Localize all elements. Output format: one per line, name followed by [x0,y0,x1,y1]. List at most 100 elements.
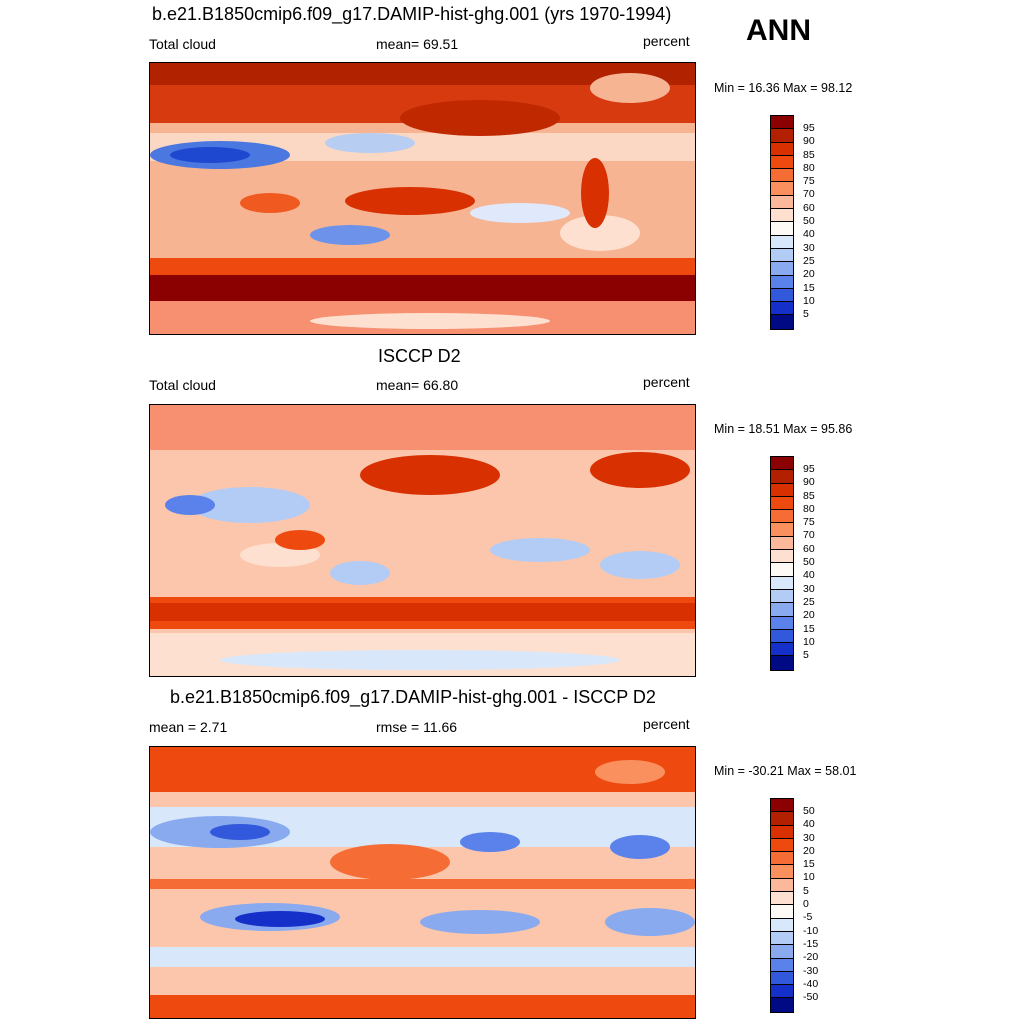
panel-3-colorbar [770,798,794,1013]
colorbar-swatch [771,510,793,524]
colorbar-tick-label: 90 [803,476,815,488]
colorbar-swatch [771,302,793,316]
colorbar-tick-label: -40 [803,978,819,990]
panel-2-title: ISCCP D2 [378,346,461,366]
panel-2-units-label: percent [643,374,690,390]
colorbar-tick-label: 15 [803,623,815,635]
colorbar-tick-label: 85 [803,490,815,502]
colorbar-swatch [771,523,793,537]
colorbar-tick-label: 90 [803,135,815,147]
colorbar-swatch [771,550,793,564]
colorbar-tick-label: 25 [803,255,815,267]
colorbar-swatch [771,248,793,263]
colorbar-swatch [771,958,793,972]
colorbar-tick-label: 5 [803,885,809,897]
colorbar-swatch [771,222,793,236]
colorbar-swatch [771,536,793,551]
panel-2-mean-label: mean= 66.80 [376,377,459,393]
colorbar-tick-label: 5 [803,308,809,320]
colorbar-tick-label: 30 [803,832,815,844]
colorbar-swatch [771,315,793,329]
colorbar-tick-label: 60 [803,202,815,214]
colorbar-swatch [771,643,793,657]
colorbar-swatch [771,852,793,866]
colorbar-tick-label: -5 [803,911,813,923]
colorbar-tick-label: 15 [803,858,815,870]
colorbar-swatch [771,825,793,839]
colorbar-tick-label: 15 [803,282,815,294]
colorbar-tick-label: 40 [803,818,815,830]
colorbar-swatch [771,182,793,196]
colorbar-tick-label: 80 [803,503,815,515]
colorbar-swatch [771,998,793,1012]
panel-1-minmax: Min = 16.36 Max = 98.12 [714,81,853,95]
colorbar-swatch [771,812,793,826]
colorbar-swatch [771,195,793,210]
colorbar-tick-label: 40 [803,228,815,240]
colorbar-swatch [771,576,793,590]
colorbar-tick-label: -10 [803,925,819,937]
colorbar-tick-label: 20 [803,845,815,857]
colorbar-tick-label: 80 [803,162,815,174]
colorbar-swatch [771,262,793,276]
colorbar-tick-label: 95 [803,122,815,134]
panel-2-map [149,404,696,677]
panel-1-variable-label: Total cloud [149,36,216,52]
season-label: ANN [746,14,811,47]
colorbar-tick-label: 75 [803,516,815,528]
colorbar-swatch [771,142,793,156]
colorbar-swatch [771,878,793,893]
colorbar-tick-label: -15 [803,938,819,950]
colorbar-tick-label: 20 [803,609,815,621]
colorbar-swatch [771,945,793,959]
colorbar-swatch [771,865,793,879]
panel-3-map [149,746,696,1019]
colorbar-tick-label: 20 [803,268,815,280]
panel-1-title: b.e21.B1850cmip6.f09_g17.DAMIP-hist-ghg.… [152,4,672,24]
colorbar-tick-label: -20 [803,951,819,963]
colorbar-swatch [771,116,793,130]
panel-1-mean-label: mean= 69.51 [376,36,459,52]
colorbar-swatch [771,799,793,813]
colorbar-swatch [771,985,793,999]
colorbar-swatch [771,169,793,183]
colorbar-swatch [771,892,793,906]
colorbar-tick-label: 50 [803,805,815,817]
colorbar-swatch [771,656,793,670]
colorbar-tick-label: 10 [803,871,815,883]
colorbar-tick-label: 95 [803,463,815,475]
colorbar-tick-label: 75 [803,175,815,187]
colorbar-swatch [771,496,793,511]
colorbar-tick-label: 60 [803,543,815,555]
colorbar-tick-label: 25 [803,596,815,608]
colorbar-tick-label: 85 [803,149,815,161]
colorbar-swatch [771,931,793,946]
colorbar-swatch [771,971,793,986]
colorbar-tick-label: 70 [803,188,815,200]
colorbar-swatch [771,918,793,932]
colorbar-swatch [771,629,793,644]
colorbar-swatch [771,155,793,170]
panel-3-rmse-label: rmse = 11.66 [376,719,458,735]
panel-3-units-label: percent [643,716,690,732]
colorbar-tick-label: 30 [803,583,815,595]
panel-2-variable-label: Total cloud [149,377,216,393]
panel-2-colorbar [770,456,794,671]
colorbar-swatch [771,470,793,484]
colorbar-tick-label: 40 [803,569,815,581]
colorbar-tick-label: 50 [803,556,815,568]
colorbar-swatch [771,275,793,289]
panel-1-units-label: percent [643,33,690,49]
colorbar-swatch [771,209,793,223]
colorbar-swatch [771,905,793,919]
colorbar-tick-label: -50 [803,991,819,1003]
colorbar-tick-label: 5 [803,649,809,661]
panel-3-minmax: Min = -30.21 Max = 58.01 [714,764,857,778]
colorbar-tick-label: 70 [803,529,815,541]
colorbar-swatch [771,235,793,249]
colorbar-swatch [771,838,793,853]
panel-1-map [149,62,696,335]
colorbar-swatch [771,616,793,630]
panel-1-colorbar [770,115,794,330]
panel-3-mean-label: mean = 2.71 [149,719,228,735]
